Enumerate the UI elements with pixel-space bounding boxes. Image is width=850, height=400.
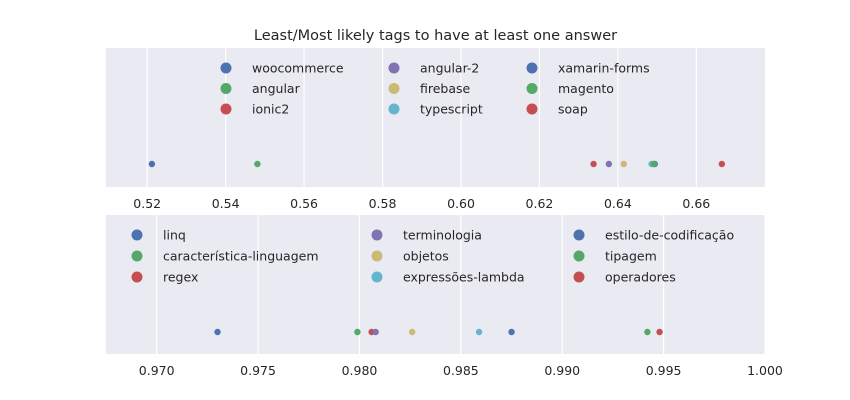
x-tick-label: 0.995: [646, 363, 682, 378]
legend-label: expressões-lambda: [403, 270, 525, 285]
legend-marker: [573, 229, 585, 241]
legend-label: característica-linguagem: [163, 249, 319, 264]
x-tick-label: 0.54: [212, 196, 240, 211]
legend-marker: [220, 103, 232, 115]
legend-label: tipagem: [605, 249, 657, 264]
legend-label: linq: [163, 228, 186, 243]
data-point: [148, 160, 156, 168]
legend-marker: [371, 271, 383, 283]
x-tick-label: 0.60: [447, 196, 475, 211]
x-tick-label: 0.58: [369, 196, 397, 211]
legend-marker: [371, 250, 383, 262]
x-tick-label: 0.64: [604, 196, 632, 211]
chart-title: Least/Most likely tags to have at least …: [254, 28, 617, 44]
data-point: [254, 160, 261, 168]
legend-label: typescript: [420, 102, 483, 117]
top-panel: 0.52 0.54 0.56 0.58 0.60 0.62 0.64 0.66 woocomme…: [106, 48, 765, 211]
legend-marker: [388, 83, 400, 94]
legend-marker: [131, 271, 143, 283]
legend-label: magento: [558, 81, 614, 96]
legend-marker: [220, 62, 232, 74]
data-point: [372, 328, 379, 336]
x-tick-label: 0.975: [240, 363, 276, 378]
data-point: [508, 328, 515, 336]
data-point: [650, 160, 658, 168]
legend-label: xamarin-forms: [558, 61, 650, 76]
legend-label: regex: [163, 270, 198, 285]
legend-marker: [131, 250, 143, 262]
legend-label: estilo-de-codificação: [605, 228, 734, 243]
data-point: [590, 160, 597, 168]
x-tick-label: 0.66: [682, 196, 710, 211]
legend-label: terminologia: [403, 228, 482, 243]
legend-marker: [371, 229, 383, 241]
legend-marker: [526, 62, 538, 74]
legend-marker: [220, 83, 232, 94]
legend-marker: [388, 103, 400, 115]
data-point: [644, 328, 651, 336]
x-tick-label: 1.000: [747, 363, 783, 378]
data-point: [354, 328, 361, 336]
data-point: [605, 160, 613, 168]
data-point: [214, 328, 221, 336]
legend-label: angular-2: [420, 61, 479, 76]
legend-label: soap: [558, 102, 588, 117]
legend-marker: [526, 83, 538, 94]
legend-label: angular: [252, 81, 301, 96]
legend-marker: [573, 271, 585, 283]
x-tick-label: 0.985: [443, 363, 479, 378]
bottom-panel: 0.970 0.975 0.980 0.985 0.990 0.995 1.000 linq c…: [106, 215, 783, 378]
data-point: [475, 328, 483, 336]
x-tick-label: 0.990: [544, 363, 580, 378]
legend-marker: [131, 229, 143, 241]
x-tick-label: 0.56: [290, 196, 318, 211]
legend-marker: [388, 62, 400, 74]
legend-label: ionic2: [252, 102, 289, 117]
x-tick-label: 0.970: [139, 363, 175, 378]
legend-label: objetos: [403, 249, 449, 264]
data-point: [718, 160, 726, 168]
legend-marker: [526, 103, 538, 115]
data-point: [620, 160, 627, 168]
data-point: [408, 328, 416, 336]
legend-label: operadores: [605, 270, 676, 285]
legend-label: firebase: [420, 81, 471, 96]
x-tick-label: 0.62: [526, 196, 554, 211]
x-tick-label: 0.52: [133, 196, 161, 211]
legend-marker: [573, 250, 585, 262]
data-point: [656, 328, 663, 336]
legend-label: woocommerce: [252, 61, 344, 76]
x-tick-label: 0.980: [342, 363, 378, 378]
